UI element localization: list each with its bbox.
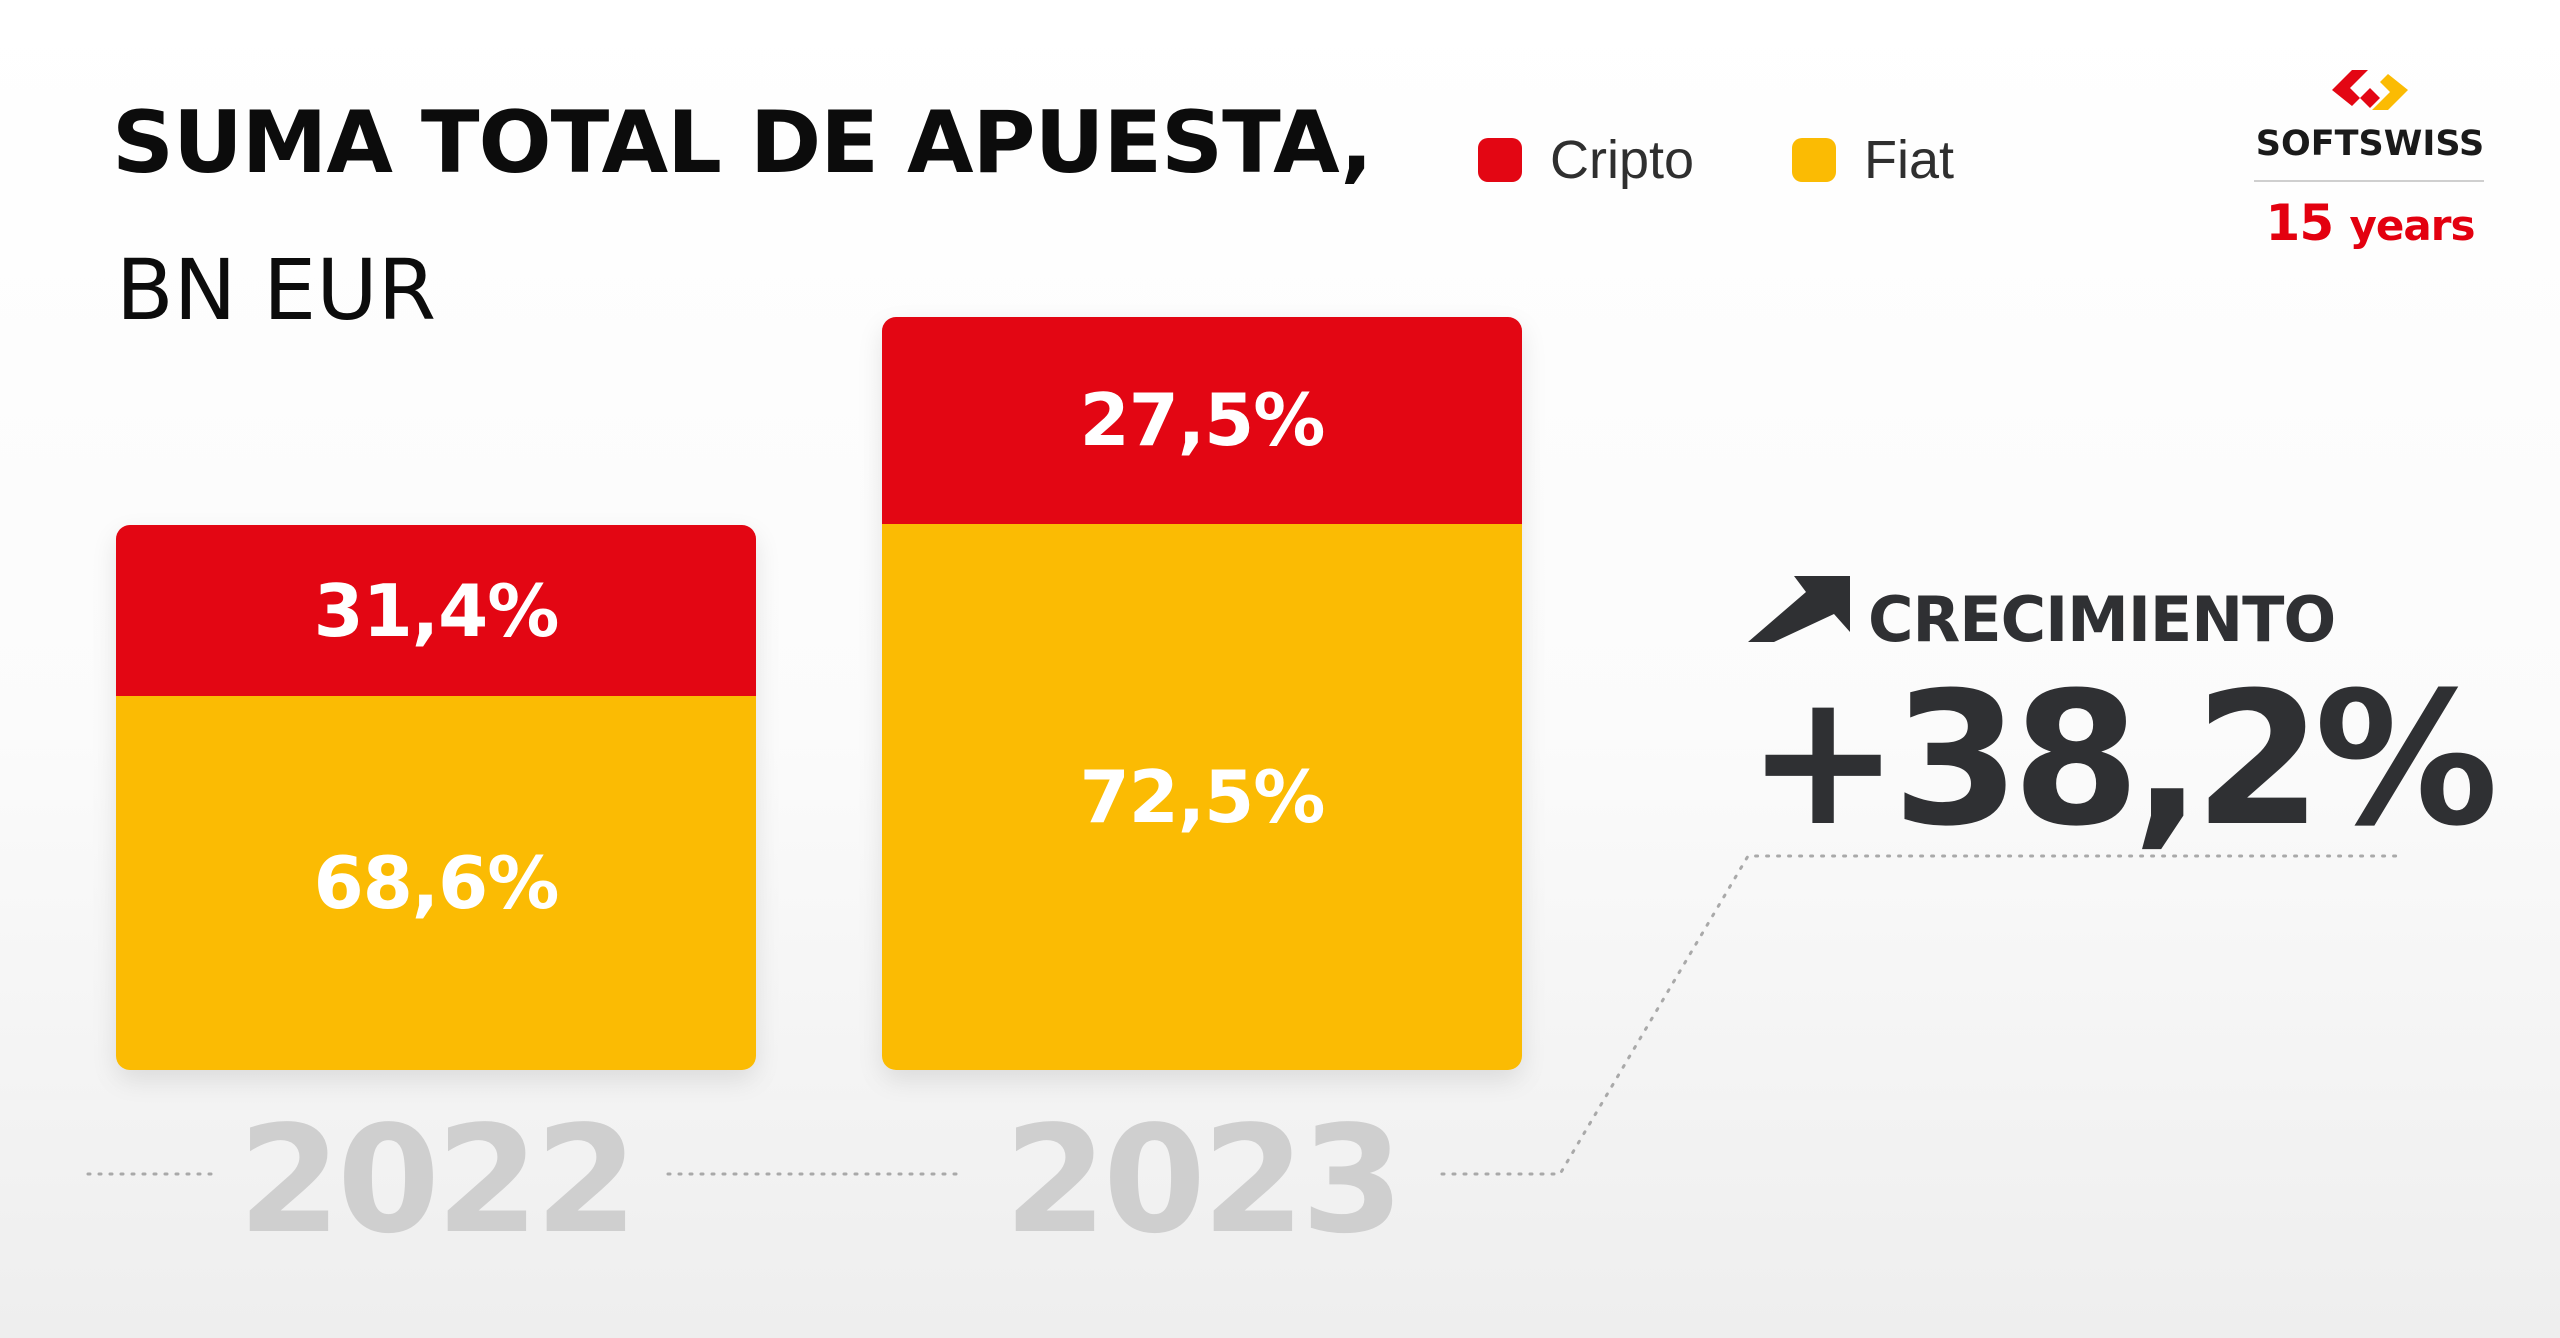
year-label-2022: 2022 xyxy=(238,1094,638,1266)
guide-line-growth xyxy=(1440,854,2402,1176)
anniversary-word: years xyxy=(2349,201,2476,250)
legend-swatch-fiat xyxy=(1792,138,1836,182)
legend-label-fiat: Fiat xyxy=(1864,130,1955,190)
softswiss-wordmark: SOFTSWISS xyxy=(2255,124,2485,164)
bar-segment-fiat-2022: 68,6% xyxy=(116,696,756,1070)
year-label-2023: 2023 xyxy=(1004,1094,1404,1266)
growth-value: +38,2% xyxy=(1746,653,2499,867)
chart-subtitle: BN EUR xyxy=(116,241,437,339)
bar-2022: 68,6% 31,4% xyxy=(116,525,756,1070)
bar-segment-fiat-2023: 72,5% xyxy=(882,523,1522,1070)
bar-2023: 72,5% 27,5% xyxy=(882,316,1522,1070)
data-label-cripto-2023: 27,5% xyxy=(1079,378,1326,463)
softswiss-logo-mark-icon xyxy=(2332,70,2408,110)
data-label-cripto-2022: 31,4% xyxy=(313,568,560,653)
legend-swatch-cripto xyxy=(1478,138,1522,182)
bar-segment-cripto-2023: 27,5% xyxy=(882,316,1522,524)
chart-title: SUMA TOTAL DE APUESTA, xyxy=(112,93,1373,193)
growth-label: CRECIMIENTO xyxy=(1868,583,2336,656)
legend-item-cripto: Cripto xyxy=(1478,130,1695,190)
legend-item-fiat: Fiat xyxy=(1792,130,1955,190)
legend-label-cripto: Cripto xyxy=(1550,130,1695,190)
arrow-up-right-icon xyxy=(1748,576,1850,642)
data-label-fiat-2022: 68,6% xyxy=(313,841,560,926)
anniversary-badge: 15 years xyxy=(2250,194,2490,252)
anniversary-number: 15 xyxy=(2265,194,2335,252)
data-label-fiat-2023: 72,5% xyxy=(1079,754,1326,839)
bar-segment-cripto-2022: 31,4% xyxy=(116,525,756,697)
logo-divider xyxy=(2254,180,2484,182)
